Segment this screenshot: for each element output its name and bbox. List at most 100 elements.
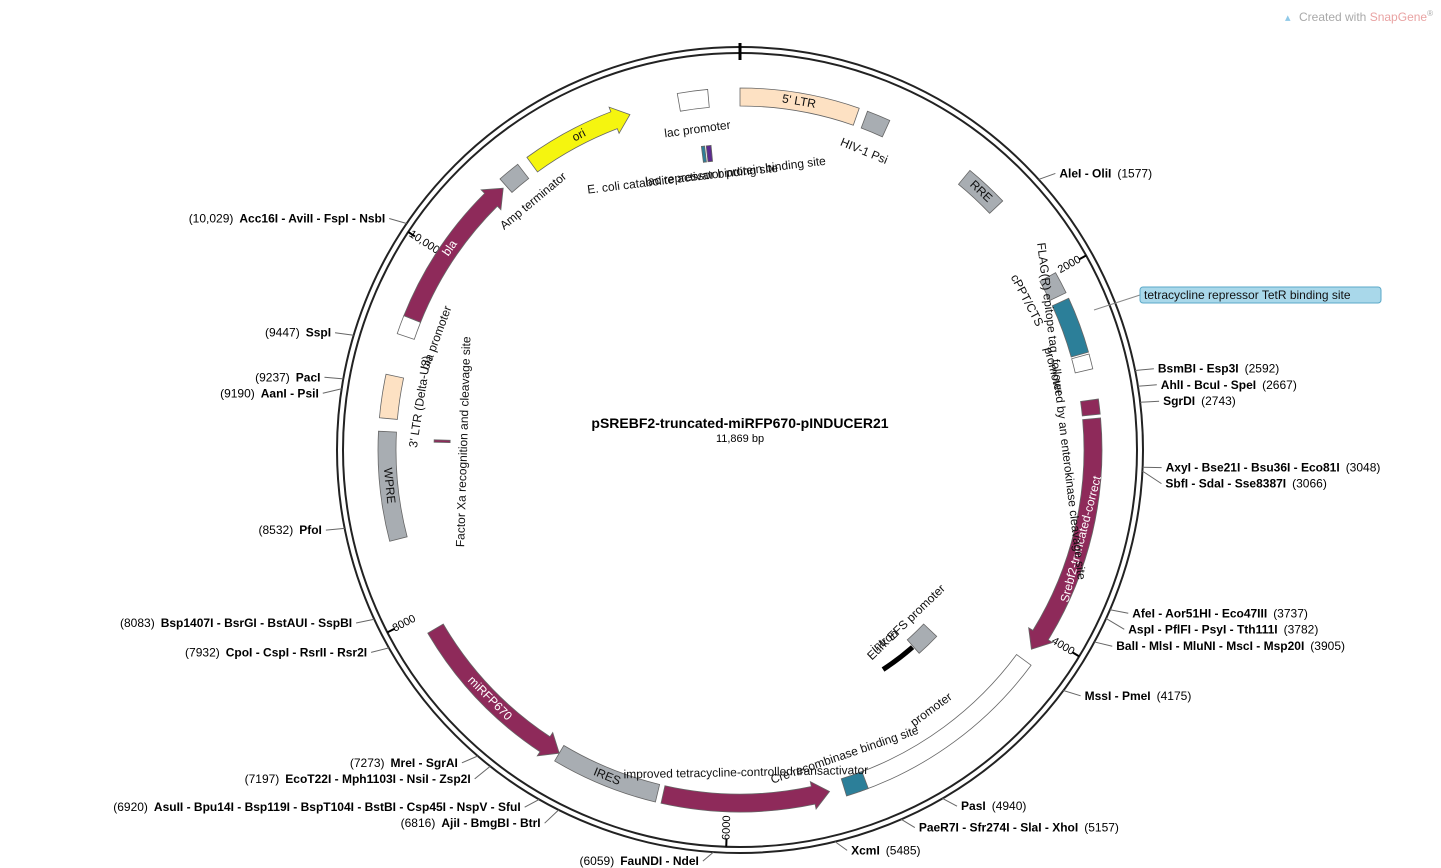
site-position: (3905) [1310,639,1345,653]
site-position: (8532) [259,523,294,537]
site-label: (6920) AsuII - Bpu14I - Bsp119I - BspT104… [113,800,520,814]
tick-label: 6000 [720,815,733,840]
feature-ori[interactable]: ori [527,107,630,172]
feature-flag[interactable] [1081,399,1101,416]
feature-lac_prom[interactable] [677,89,709,111]
site-label: XcmI (5485) [851,843,920,857]
feature-ltr3[interactable] [379,374,403,419]
feature-cap[interactable] [701,146,706,162]
site-enzymes: AsuII - Bpu14I - Bsp119I - BspT104I - Bs… [154,800,521,814]
site-pfoi[interactable]: (8532) PfoI [259,523,345,537]
feature-rre[interactable]: RRE [958,170,1002,213]
feature-rtta[interactable] [661,782,830,812]
site-enzymes: PaeR7I - Sfr274I - SlaI - XhoI [919,821,1078,835]
site-paci[interactable]: (9237) PacI [255,370,343,384]
feature-lacO[interactable] [706,145,712,161]
feature-text-rtta: improved tetracycline-controlled transac… [623,763,868,781]
site-paer7i[interactable]: PaeR7I - Sfr274I - SlaI - XhoI (5157) [901,819,1119,834]
feature-wpre[interactable]: WPRE [378,431,407,541]
site-enzymes: AxyI - Bse21I - Bsu36I - Eco81I [1166,461,1340,475]
site-faundi[interactable]: (6059) FauNDI - NdeI [580,852,714,868]
site-label: SbfI - SdaI - Sse8387I (3066) [1165,477,1326,491]
site-label: BsmBI - Esp3I (2592) [1158,362,1279,376]
site-position: (10,029) [189,211,234,225]
site-enzymes: XcmI [851,843,880,857]
site-sspi[interactable]: (9447) SspI [265,326,354,340]
site-position: (7932) [185,645,220,659]
site-position: (5485) [886,843,921,857]
feature-text-fxa: Factor Xa recognition and cleavage site [453,336,473,547]
site-enzymes: SbfI - SdaI - Sse8387I [1165,477,1286,491]
site-label: (7197) EcoT22I - Mph1103I - NsiI - Zsp2I [245,772,471,786]
site-aani[interactable]: (9190) AanI - PsiI [220,386,342,400]
site-label: AhlI - BcuI - SpeI (2667) [1161,378,1297,392]
site-bsmbi[interactable]: BsmBI - Esp3I (2592) [1135,362,1279,376]
site-enzymes: AhlI - BcuI - SpeI [1161,378,1256,392]
site-position: (1577) [1117,166,1152,180]
site-cpoi[interactable]: (7932) CpoI - CspI - RsrII - Rsr2I [185,645,389,659]
site-aspi[interactable]: AspI - PflFI - PsyI - Tth111I (3782) [1106,618,1318,636]
site-enzymes: PacI [296,370,321,384]
feature-fxa[interactable] [434,440,450,443]
feature-amp_term[interactable] [500,164,529,192]
plasmid-size: 11,869 bp [716,433,764,445]
feature-text-hiv_psi: HIV-1 Psi [838,135,890,167]
feature-text-lac_prom: lac promoter [663,118,731,141]
feature-text-lacO: lac repressor binding site [645,161,779,189]
site-enzymes: AleI - OliI [1059,166,1111,180]
site-enzymes: AspI - PflFI - PsyI - Tth111I [1128,622,1277,636]
site-mrei[interactable]: (7273) MreI - SgrAI [350,756,478,770]
site-enzymes: CpoI - CspI - RsrII - Rsr2I [226,645,367,659]
tick-6000: 6000 [720,815,733,846]
site-mssi[interactable]: MssI - PmeI (4175) [1063,689,1191,703]
site-label: MssI - PmeI (4175) [1085,689,1192,703]
site-position: (6059) [580,854,615,868]
site-pasi[interactable]: PasI (4940) [942,798,1026,813]
site-enzymes: SgrDI [1163,394,1195,408]
feature-hiv_psi[interactable] [861,111,890,137]
site-enzymes: PasI [961,799,986,813]
feature-ltr5[interactable]: 5' LTR [740,88,859,125]
site-xcmi[interactable]: XcmI (5485) [835,842,921,858]
site-position: (5157) [1084,821,1119,835]
site-position: (4175) [1157,689,1192,703]
site-enzymes: MreI - SgrAI [391,756,458,770]
site-sgrdi[interactable]: SgrDI (2743) [1140,394,1236,408]
feature-promoter2[interactable] [853,655,1031,792]
site-axyi[interactable]: AxyI - Bse21I - Bsu36I - Eco81I (3048) [1143,461,1381,475]
site-enzymes: MssI - PmeI [1085,689,1151,703]
site-position: (6816) [401,816,436,830]
site-asuii[interactable]: (6920) AsuII - Bpu14I - Bsp119I - BspT104… [113,799,539,814]
site-label: (9447) SspI [265,326,331,340]
site-position: (2743) [1201,394,1236,408]
feature-mirfp670[interactable]: miRFP670 [428,624,560,756]
tick-4000: 4000 [1049,635,1079,658]
site-alei[interactable]: AleI - OliI (1577) [1039,166,1152,180]
site-enzymes: Bsp1407I - BsrGI - BstAUI - SspBI [161,616,352,630]
site-position: (9237) [255,370,290,384]
site-bali[interactable]: BalI - MlsI - MluNI - MscI - Msp20I (3905… [1094,639,1345,653]
site-position: (3737) [1273,606,1308,620]
site-label: PaeR7I - Sfr274I - SlaI - XhoI (5157) [919,821,1119,835]
feature-promoter1[interactable] [1072,354,1093,373]
site-label: (9237) PacI [255,370,320,384]
site-enzymes: FauNDI - NdeI [620,854,699,868]
site-label: (8083) Bsp1407I - BsrGI - BstAUI - SspBI [120,616,352,630]
site-position: (2667) [1262,378,1297,392]
site-label: AspI - PflFI - PsyI - Tth111I (3782) [1128,622,1318,636]
site-enzymes: PfoI [299,523,322,537]
site-label: (10,029) Acc16I - AviII - FspI - NsbI [189,211,386,225]
site-label: AleI - OliI (1577) [1059,166,1152,180]
site-acc16i[interactable]: (10,029) Acc16I - AviII - FspI - NsbI [189,211,407,225]
site-position: (8083) [120,616,155,630]
site-position: (9447) [265,326,300,340]
site-position: (6920) [113,800,148,814]
tick-2000: 2000 [1056,253,1086,275]
site-ahli[interactable]: AhlI - BcuI - SpeI (2667) [1138,378,1297,392]
site-bsp1407i[interactable]: (8083) Bsp1407I - BsrGI - BstAUI - SspBI [120,616,374,630]
site-enzymes: BsmBI - Esp3I [1158,362,1239,376]
tick-8000: 8000 [387,613,417,635]
tick-label: 8000 [391,613,418,635]
site-afei[interactable]: AfeI - Aor51HI - Eco47III (3737) [1110,606,1308,620]
